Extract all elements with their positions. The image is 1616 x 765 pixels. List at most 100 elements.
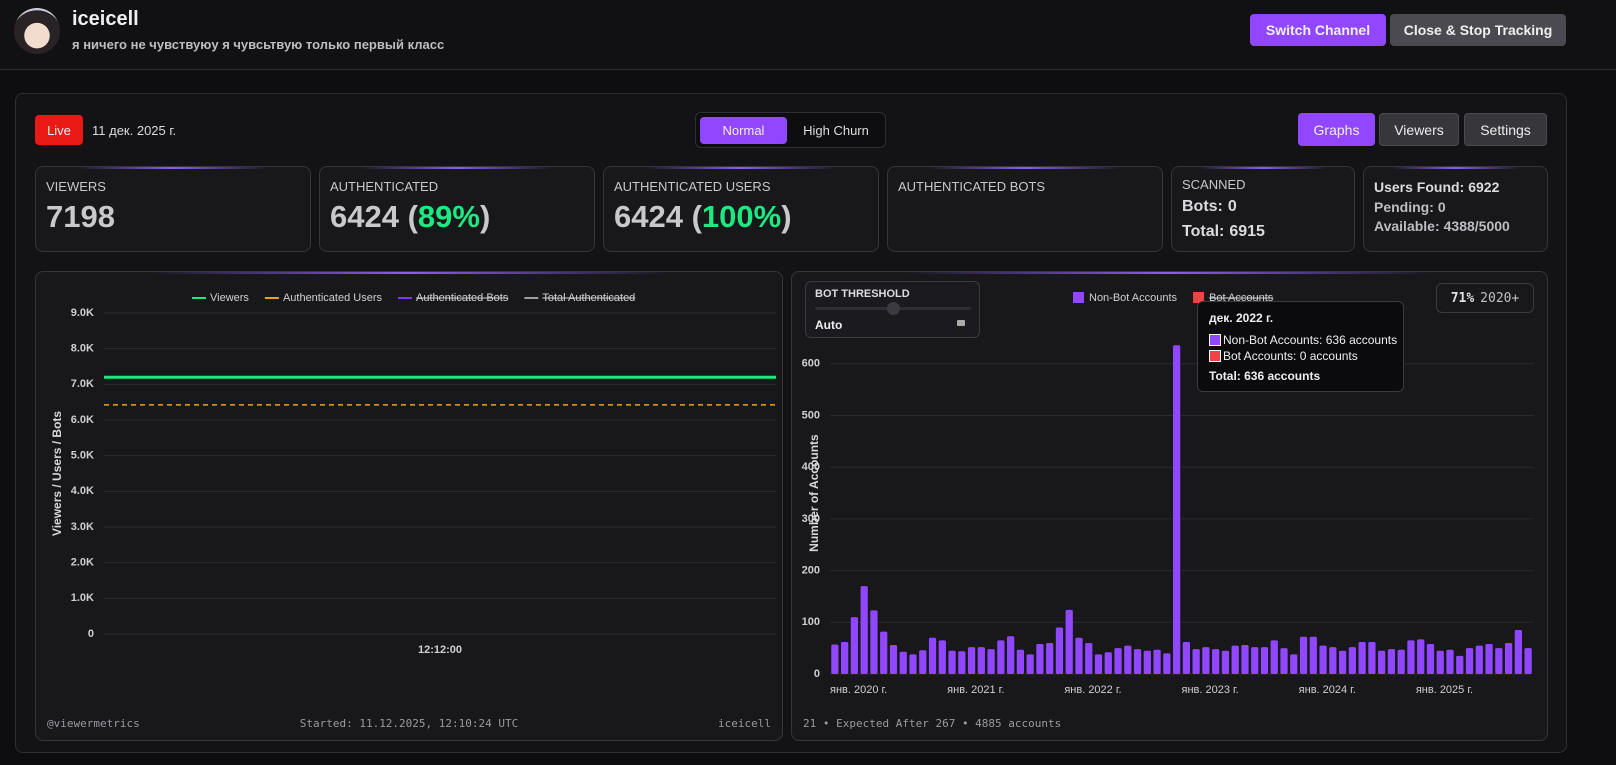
stat-card: AUTHENTICATED USERS 6424 (100%) <box>603 166 879 252</box>
bar <box>1016 649 1025 674</box>
label: Pending: <box>1374 199 1434 215</box>
bar <box>928 637 937 674</box>
swatch <box>1209 334 1221 346</box>
bar <box>1290 654 1298 674</box>
bar <box>1348 647 1356 674</box>
bar <box>1280 648 1288 674</box>
bar <box>1182 641 1190 674</box>
bar <box>831 644 839 674</box>
label: Total: <box>1182 223 1225 240</box>
bar <box>1475 645 1483 674</box>
bar <box>938 640 946 674</box>
bar <box>1319 645 1327 674</box>
bar <box>1221 650 1230 674</box>
footer-left: @viewermetrics <box>47 717 140 730</box>
bar <box>1046 642 1054 674</box>
value: 6922 <box>1468 179 1500 195</box>
stat-value: 7198 <box>46 199 115 234</box>
mode-normal[interactable]: Normal <box>700 117 787 144</box>
y-tick-label: 3.0K <box>71 521 94 533</box>
bar <box>860 586 868 674</box>
stat-line: Available: 4388/5000 <box>1374 218 1510 234</box>
bar <box>1065 609 1073 674</box>
slider-thumb[interactable] <box>887 302 900 315</box>
stat-line: Bots: 0 <box>1182 198 1237 216</box>
bar <box>1436 650 1444 674</box>
bar <box>1173 345 1181 674</box>
stat-line: Pending: 0 <box>1374 199 1446 215</box>
switch-channel-button[interactable]: Switch Channel <box>1250 14 1386 46</box>
y-tick-label: 4.0K <box>71 485 94 497</box>
y-tick-label: 100 <box>802 616 820 628</box>
tooltip-text: Bot Accounts: 0 accounts <box>1223 349 1358 363</box>
stat-line: Total: 6915 <box>1182 223 1265 241</box>
bar <box>1524 648 1532 674</box>
bar <box>919 650 927 674</box>
mode-high-churn[interactable]: High Churn <box>803 123 869 138</box>
legend-label[interactable]: Non-Bot Accounts <box>1089 292 1178 304</box>
x-tick-label: янв. 2023 г. <box>1182 684 1239 696</box>
value: 0 <box>1227 198 1237 215</box>
bar <box>1417 639 1425 674</box>
footer-right: iceicell <box>718 717 771 730</box>
tooltip-text: Non-Bot Accounts: 636 accounts <box>1223 333 1398 347</box>
x-tick-label: янв. 2020 г. <box>830 684 887 696</box>
legend-swatch <box>1193 292 1205 303</box>
bar <box>1075 637 1083 674</box>
bar <box>1495 648 1503 674</box>
badge-since: 2020+ <box>1480 290 1520 306</box>
bar <box>899 651 907 674</box>
bar <box>1114 648 1122 674</box>
legend-label[interactable]: Authenticated Users <box>283 292 383 304</box>
paren: ( <box>407 199 418 234</box>
bar <box>1241 645 1249 674</box>
y-tick-label: 8.0K <box>71 343 94 355</box>
bar <box>1407 640 1415 674</box>
threshold-panel: BOT THRESHOLD Auto <box>805 281 980 338</box>
stat-card: VIEWERS 7198 <box>35 166 311 252</box>
value: 0 <box>1437 199 1446 215</box>
legend-label[interactable]: Viewers <box>210 292 249 304</box>
status-text: я ничего не чувствуюу я чувсьтвую только… <box>72 37 445 52</box>
bar <box>1378 650 1386 674</box>
bar <box>1504 642 1513 674</box>
bar <box>1143 650 1151 674</box>
close-button[interactable]: Close & Stop Tracking <box>1390 14 1566 46</box>
x-tick-label: янв. 2021 г. <box>947 684 1004 696</box>
bar <box>1299 636 1308 674</box>
bar <box>987 649 995 674</box>
bar <box>850 617 859 674</box>
paren: ) <box>781 199 792 234</box>
bar <box>1446 649 1454 674</box>
bar <box>1514 630 1522 674</box>
footer-center: Started: 11.12.2025, 12:10:24 UTC <box>300 717 519 730</box>
y-tick-label: 6.0K <box>71 414 94 426</box>
threshold-title: BOT THRESHOLD <box>815 288 910 300</box>
stat-card: SCANNED Bots: 0 Total: 6915 <box>1171 166 1355 252</box>
value: 6424 <box>330 199 399 234</box>
bar <box>909 654 917 674</box>
bar <box>1026 654 1034 674</box>
bar <box>1036 644 1044 674</box>
paren: ) <box>479 199 491 234</box>
bar <box>1085 642 1093 674</box>
view-settings[interactable]: Settings <box>1464 113 1547 146</box>
bar <box>889 645 898 674</box>
bar <box>1397 649 1405 674</box>
stat-label: AUTHENTICATED USERS <box>614 179 771 194</box>
y-tick-label: 0 <box>88 628 94 640</box>
view-viewers[interactable]: Viewers <box>1379 113 1459 146</box>
tooltip-total: Total: 636 accounts <box>1209 369 1321 383</box>
value: 6915 <box>1229 223 1265 240</box>
percent: 89% <box>417 199 480 234</box>
bar <box>870 610 878 674</box>
bar <box>1485 644 1493 674</box>
view-graphs[interactable]: Graphs <box>1298 113 1375 146</box>
y-axis-label: Number of Accounts <box>807 434 821 552</box>
footer: 21 • Expected After 267 • 4885 accounts <box>803 717 1061 730</box>
bar <box>1133 649 1142 674</box>
y-tick-label: 5.0K <box>71 450 94 462</box>
bar <box>997 640 1005 674</box>
